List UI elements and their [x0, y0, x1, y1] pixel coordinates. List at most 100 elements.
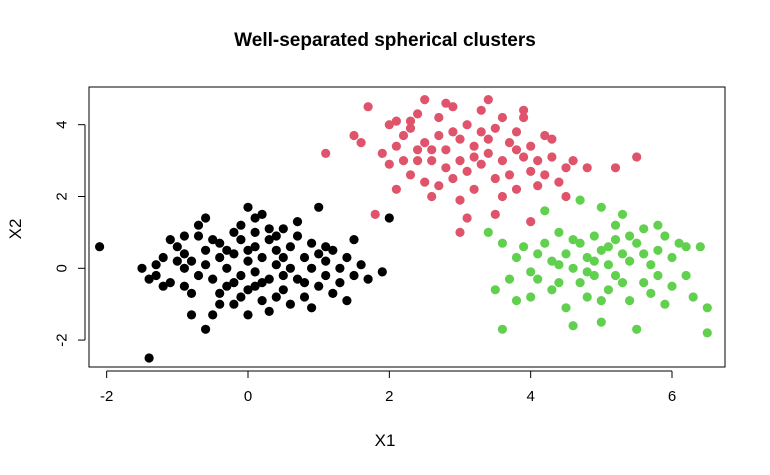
data-point-cluster-1: [321, 256, 331, 266]
data-point-cluster-1: [342, 252, 352, 263]
data-point-cluster-2: [441, 163, 451, 173]
data-point-cluster-2: [490, 123, 500, 133]
data-point-cluster-3: [504, 274, 515, 284]
data-point-cluster-2: [497, 112, 507, 123]
data-point-cluster-1: [186, 310, 197, 320]
data-point-cluster-2: [533, 181, 543, 191]
data-point-cluster-1: [285, 263, 295, 273]
data-point-cluster-1: [151, 260, 161, 270]
data-point-cluster-2: [476, 105, 486, 115]
data-point-cluster-2: [533, 156, 543, 166]
data-point-cluster-3: [575, 278, 585, 288]
data-point-cluster-1: [179, 231, 189, 241]
data-point-cluster-3: [568, 263, 578, 273]
data-point-cluster-2: [462, 213, 472, 223]
data-point-cluster-1: [292, 231, 303, 241]
data-point-cluster-1: [201, 324, 211, 334]
data-point-cluster-1: [292, 274, 303, 284]
data-point-cluster-3: [490, 285, 500, 295]
y-tick-label: 0: [54, 264, 71, 272]
data-point-cluster-1: [215, 299, 225, 309]
data-point-cluster-3: [519, 242, 529, 252]
data-point-cluster-3: [526, 292, 536, 302]
data-point-cluster-3: [497, 238, 507, 248]
data-point-cluster-1: [137, 263, 147, 273]
data-point-cluster-3: [540, 238, 550, 248]
data-point-cluster-3: [533, 249, 543, 259]
data-point-cluster-1: [229, 299, 239, 309]
data-point-cluster-1: [285, 242, 295, 252]
data-point-cluster-2: [434, 112, 444, 123]
y-tick-label: -2: [54, 333, 71, 346]
data-point-cluster-3: [653, 245, 663, 255]
data-point-cluster-2: [434, 130, 444, 141]
data-point-cluster-2: [420, 138, 430, 148]
data-point-cluster-2: [519, 105, 529, 115]
data-point-cluster-1: [384, 213, 394, 223]
data-point-cluster-3: [568, 321, 578, 331]
data-point-cluster-1: [250, 227, 260, 237]
data-point-cluster-3: [610, 220, 621, 230]
data-point-cluster-1: [349, 270, 359, 281]
x-tick-label: 2: [385, 388, 393, 405]
data-point-cluster-2: [526, 141, 536, 151]
data-point-cluster-2: [405, 116, 416, 126]
data-point-cluster-2: [405, 170, 416, 180]
data-point-cluster-1: [172, 256, 182, 266]
data-point-cluster-1: [299, 252, 310, 263]
data-point-cluster-1: [193, 270, 204, 281]
data-point-cluster-2: [483, 148, 493, 158]
data-point-cluster-3: [653, 220, 663, 230]
data-point-cluster-3: [702, 328, 712, 338]
data-point-cluster-3: [660, 231, 670, 241]
data-point-cluster-3: [596, 296, 606, 306]
data-point-cluster-1: [356, 260, 366, 270]
data-point-cluster-2: [511, 145, 522, 155]
data-point-cluster-2: [391, 184, 401, 194]
data-point-cluster-2: [483, 134, 493, 144]
data-point-cluster-2: [561, 163, 571, 173]
data-point-cluster-2: [455, 195, 465, 205]
data-point-cluster-1: [257, 209, 267, 219]
data-point-cluster-1: [236, 292, 246, 302]
data-point-cluster-1: [328, 288, 338, 298]
data-point-cluster-1: [307, 263, 317, 273]
data-point-cluster-1: [179, 263, 189, 273]
data-point-cluster-3: [617, 249, 628, 259]
y-tick-label: 4: [54, 121, 71, 129]
data-point-cluster-2: [610, 163, 621, 173]
data-point-cluster-2: [632, 152, 642, 162]
data-point-cluster-2: [434, 181, 444, 191]
data-point-cluster-1: [257, 278, 267, 288]
data-point-cluster-1: [236, 220, 246, 230]
data-point-cluster-2: [363, 102, 373, 112]
data-point-cluster-1: [321, 242, 331, 252]
data-point-cluster-2: [377, 148, 387, 158]
data-point-cluster-2: [321, 148, 331, 158]
data-point-cluster-1: [314, 281, 324, 291]
data-point-cluster-3: [688, 292, 698, 302]
data-point-cluster-2: [547, 134, 557, 144]
data-point-cluster-3: [554, 227, 564, 237]
data-point-cluster-1: [271, 245, 281, 255]
data-point-cluster-2: [469, 141, 479, 151]
data-point-cluster-1: [243, 285, 253, 295]
data-point-cluster-2: [405, 123, 416, 133]
data-point-cluster-3: [582, 267, 592, 277]
data-point-cluster-3: [632, 238, 642, 248]
data-point-cluster-3: [667, 281, 677, 291]
data-point-cluster-1: [342, 296, 352, 306]
data-point-cluster-1: [144, 274, 154, 284]
data-point-cluster-1: [307, 238, 317, 248]
data-point-cluster-3: [547, 285, 557, 295]
data-point-cluster-1: [250, 213, 260, 223]
x-tick-label: 6: [668, 388, 676, 405]
data-point-cluster-2: [413, 156, 423, 166]
data-point-cluster-1: [271, 260, 281, 270]
data-point-cluster-3: [589, 231, 599, 241]
data-point-cluster-1: [158, 281, 168, 291]
data-point-cluster-1: [243, 202, 253, 212]
data-point-cluster-1: [349, 235, 359, 245]
data-point-cluster-2: [427, 156, 437, 166]
data-point-cluster-2: [420, 95, 430, 105]
